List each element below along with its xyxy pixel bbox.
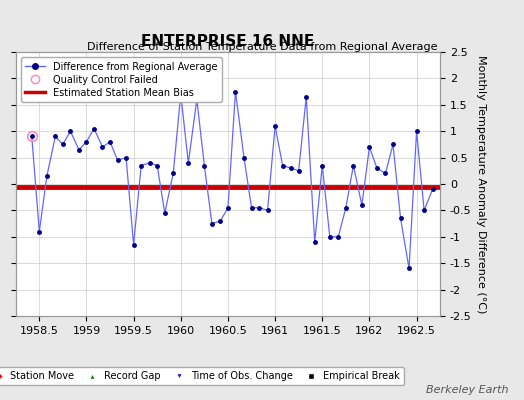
Text: Berkeley Earth: Berkeley Earth: [426, 385, 508, 395]
Legend: Station Move, Record Gap, Time of Obs. Change, Empirical Break: Station Move, Record Gap, Time of Obs. C…: [0, 367, 404, 385]
Text: Difference of Station Temperature Data from Regional Average: Difference of Station Temperature Data f…: [87, 42, 437, 52]
Y-axis label: Monthly Temperature Anomaly Difference (°C): Monthly Temperature Anomaly Difference (…: [475, 55, 486, 313]
Title: ENTERPRISE 16 NNE: ENTERPRISE 16 NNE: [141, 34, 314, 50]
